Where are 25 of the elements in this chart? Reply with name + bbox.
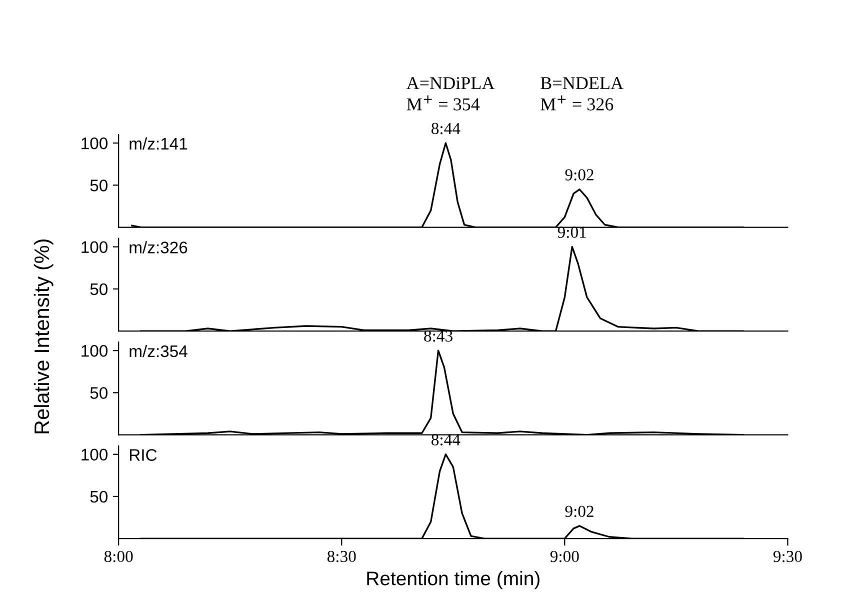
text: B=NDELA M$^{+}$ = 326	[540, 77, 624, 110]
y-axis-title: Relative Intensity (%)	[34, 239, 54, 434]
x-tick-label: 9:00	[550, 550, 579, 562]
annotation: 9:02	[565, 506, 594, 518]
y-tick-label: 50	[90, 387, 108, 399]
x-axis-title: Retention time (min)	[367, 571, 540, 590]
y-tick-label: 100	[82, 137, 108, 150]
y-tick-label: 100	[82, 344, 108, 357]
text: A=NDiPLA M$^{+}$ = 354	[406, 77, 495, 110]
chart-title: m/z:354	[130, 344, 188, 358]
y-tick-label: 100	[82, 241, 108, 254]
annotation: 9:01	[558, 226, 586, 238]
x-tick-label: 9:30	[773, 550, 802, 562]
y-tick-label: 50	[90, 180, 108, 192]
annotation: 9:02	[565, 169, 594, 181]
chart-title: RIC	[130, 449, 157, 461]
chart-title: m/z:326	[130, 241, 188, 254]
x-tick-label: 8:00	[104, 550, 133, 562]
x-tick-label: 8:30	[327, 550, 356, 562]
annotation: 8:44	[432, 122, 460, 134]
y-tick-label: 100	[82, 448, 108, 461]
annotation: 8:44	[432, 434, 460, 446]
y-tick-label: 50	[90, 283, 108, 296]
y-tick-label: 50	[90, 490, 108, 503]
chart-title: m/z:141	[130, 137, 188, 150]
